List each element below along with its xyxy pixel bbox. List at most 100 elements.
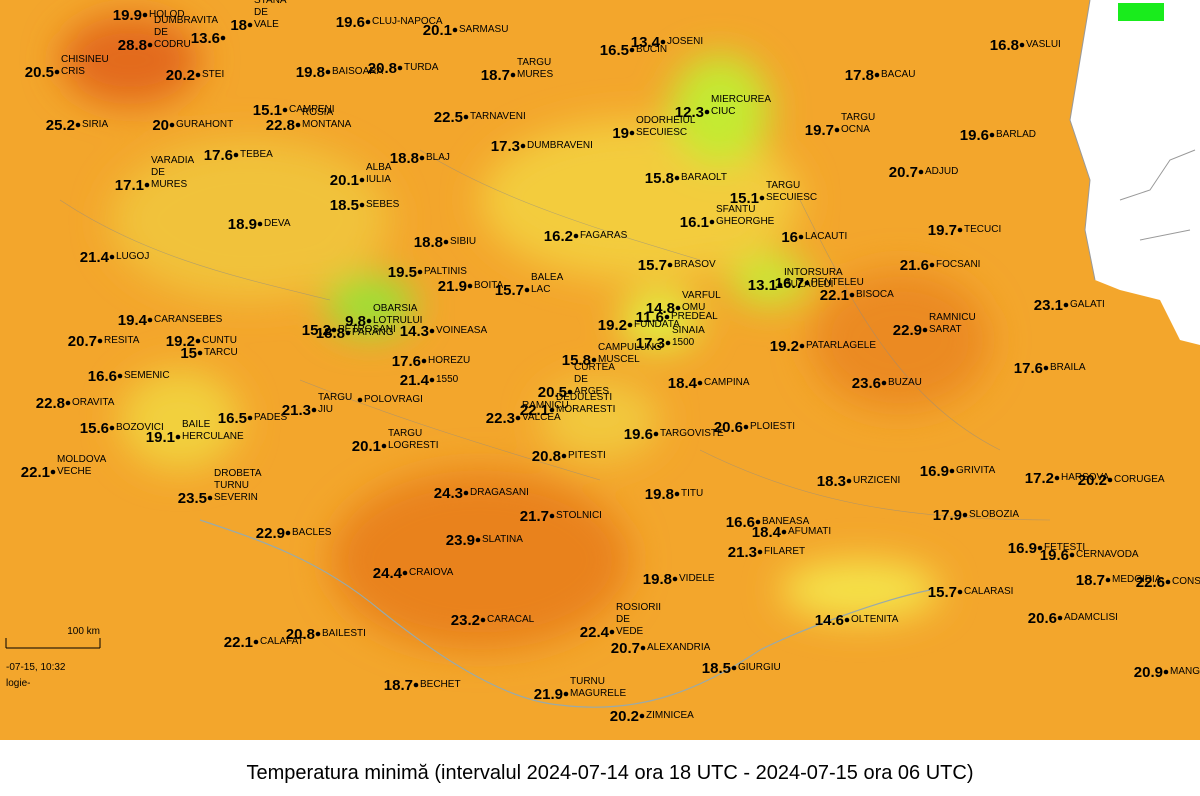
station-dot: [54, 69, 60, 75]
station-dot: [467, 283, 473, 289]
station: 20.1 SARMASU: [423, 22, 509, 39]
station: 15.1 CAMPENI: [253, 102, 335, 119]
station: 22.8 ORAVITA: [36, 395, 115, 412]
station-value: 17.6: [1014, 360, 1043, 377]
station: 16.5 BUCIN: [600, 42, 667, 59]
station-name: DUMBRAVENI: [527, 140, 593, 151]
station: 18.7 MEDGIDIA: [1076, 572, 1162, 589]
station-value: 20.9: [1134, 664, 1163, 681]
station-dot: [247, 415, 253, 421]
station-dot: [567, 389, 573, 395]
station-dot: [515, 415, 521, 421]
station-name: RAMNICU: [929, 312, 976, 323]
station-name: TURNU: [570, 676, 605, 687]
station: 16.5 PADES: [218, 410, 288, 427]
station-value: 18: [230, 17, 247, 34]
station-value: 13.6: [191, 30, 220, 47]
station: 18.8 PARANG: [316, 325, 394, 342]
station-name: HERCULANE: [182, 431, 244, 442]
station-dot: [804, 280, 810, 286]
station-dot: [957, 227, 963, 233]
station-value: 19.8: [296, 64, 325, 81]
station-name: GURAHONT: [176, 119, 233, 130]
station-value: 15.7: [928, 584, 957, 601]
station-name: TARGU: [517, 57, 551, 68]
station-value: 19.6: [336, 14, 365, 31]
station-value: 14.6: [815, 612, 844, 629]
station-name: ROSIORII: [616, 602, 661, 613]
station-name: GALATI: [1070, 299, 1105, 310]
station-dot: [417, 269, 423, 275]
station-name: BISOCA: [856, 289, 894, 300]
station-value: 20.7: [611, 640, 640, 657]
timestamp: -07-15, 10:32: [6, 662, 66, 673]
station-name: CRAIOVA: [409, 567, 454, 578]
station: 18.5 GIURGIU: [702, 660, 781, 677]
station-dot: [419, 155, 425, 161]
station-value: 13.1: [748, 277, 777, 294]
station-value: 18.3: [817, 473, 846, 490]
station-dot: [429, 377, 435, 383]
station-name: VASLUI: [1026, 39, 1061, 50]
station-name: BALEA: [531, 272, 564, 283]
station-dot: [667, 262, 673, 268]
station-name: SARMASU: [459, 24, 508, 35]
station: 18.3 URZICENI: [817, 473, 900, 490]
station-value: 21.9: [534, 686, 563, 703]
station-dot: [957, 589, 963, 595]
station-name: MANGALIA: [1170, 666, 1200, 677]
station-name: TARCU: [204, 347, 238, 358]
station: 20.7 RESITA: [68, 333, 140, 350]
station-name: ALEXANDRIA: [647, 642, 711, 653]
station: 15 TARCU: [180, 345, 237, 362]
station-value: 15.1: [253, 102, 282, 119]
station: 16.9 FETESTI: [1008, 540, 1085, 557]
station-dot: [563, 691, 569, 697]
station-dot: [962, 512, 968, 518]
station-dot: [653, 431, 659, 437]
station-name: PETROSANI: [338, 324, 396, 335]
station-name: 1500: [672, 337, 695, 348]
station-value: 16.5: [218, 410, 247, 427]
credit: logie-: [6, 678, 30, 689]
station: 20.8 BAILESTI: [286, 626, 366, 643]
station-name: URZICENI: [853, 475, 900, 486]
station-dot: [881, 380, 887, 386]
station-value: 23.6: [852, 375, 881, 392]
station-name: LUGOJ: [116, 251, 149, 262]
station-name: CHISINEU: [61, 54, 109, 65]
station-dot: [591, 357, 597, 363]
station-name: VARFUL: [682, 290, 721, 301]
station-value: 19.2: [166, 333, 195, 350]
station-name: ODORHEIUL: [636, 115, 696, 126]
station-dot: [609, 629, 615, 635]
station-name: MORARESTI: [556, 404, 615, 415]
station-name: DRAGASANI: [470, 487, 529, 498]
station-dot: [697, 380, 703, 386]
station-value: 17.6: [392, 353, 421, 370]
station: 20.2 ZIMNICEA: [610, 708, 694, 725]
station-dot: [295, 122, 301, 128]
station-name: SECUIESC: [766, 192, 817, 203]
station-name: STOLNICI: [556, 510, 602, 521]
station-name: GHEORGHE: [716, 216, 775, 227]
station-dot: [846, 478, 852, 484]
station-dot: [480, 617, 486, 623]
station-value: 16.9: [920, 463, 949, 480]
station-name: HOREZU: [428, 355, 470, 366]
station-value: 22.1: [520, 402, 549, 419]
station-name: CARANSEBES: [154, 314, 223, 325]
station-value: 17.1: [115, 177, 144, 194]
station-name: TECUCI: [964, 224, 1001, 235]
station-value: 15.8: [562, 352, 591, 369]
station-name: PITESTI: [568, 450, 606, 461]
station-value: 23.9: [446, 532, 475, 549]
station-dot: [463, 114, 469, 120]
station-name: INTORSURA: [784, 267, 843, 278]
station-name: PADES: [254, 412, 287, 423]
